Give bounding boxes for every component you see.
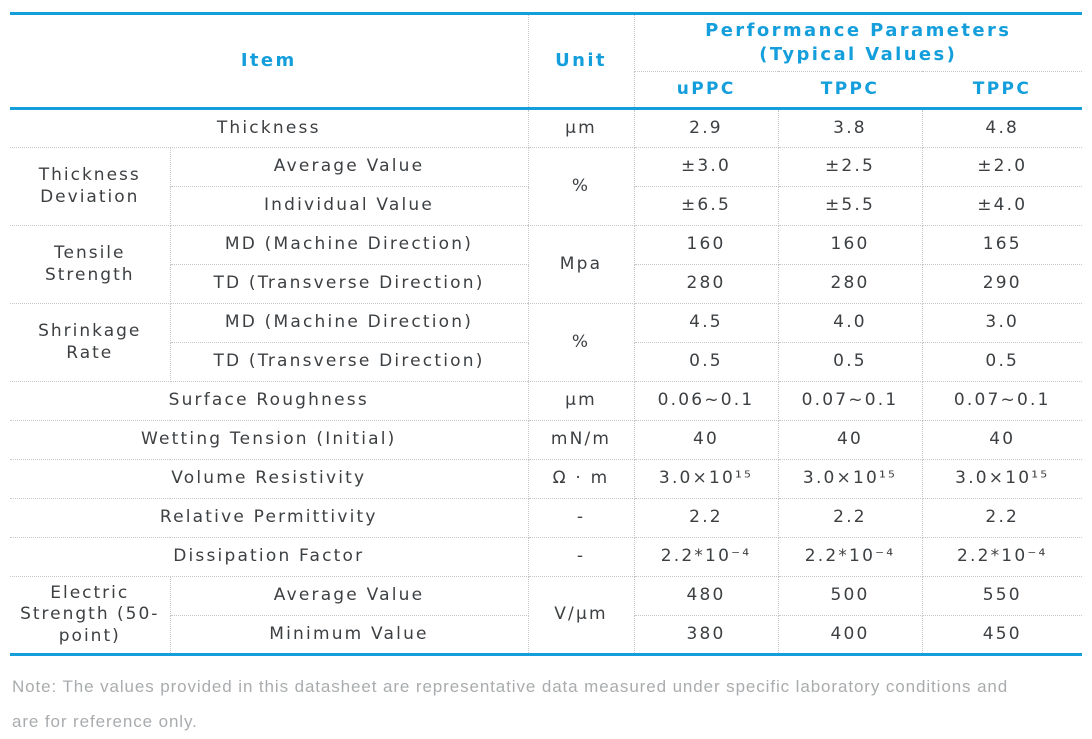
value-cell: 2.2 xyxy=(778,498,923,538)
value-cell: 40 xyxy=(922,420,1082,460)
value-cell: 2.9 xyxy=(634,108,779,148)
value-cell: 2.2*10⁻⁴ xyxy=(634,537,779,577)
value-cell: 0.06~0.1 xyxy=(634,381,779,421)
unit-cell: V/μm xyxy=(528,576,635,656)
table-row: TD (Transverse Direction) 0.5 0.5 0.5 xyxy=(10,342,1082,382)
table-row: Relative Permittivity - 2.2 2.2 2.2 xyxy=(10,498,1082,538)
value-cell: 3.8 xyxy=(778,108,923,148)
unit-cell: % xyxy=(528,303,635,382)
value-cell: 2.2 xyxy=(922,498,1082,538)
value-cell: 0.5 xyxy=(778,342,923,382)
value-cell: ±5.5 xyxy=(778,186,923,226)
value-cell: 160 xyxy=(778,225,923,265)
value-cell: 380 xyxy=(634,615,779,656)
value-cell: 160 xyxy=(634,225,779,265)
unit-cell: μm xyxy=(528,381,635,421)
header-unit: Unit xyxy=(528,13,635,110)
value-cell: 550 xyxy=(922,576,1082,616)
item-group-cell: Shrinkage Rate xyxy=(10,303,171,382)
value-cell: 280 xyxy=(778,264,923,304)
unit-cell: Mpa xyxy=(528,225,635,304)
item-sub-cell: MD (Machine Direction) xyxy=(170,225,529,265)
item-cell: Thickness xyxy=(10,108,529,148)
value-cell: 4.8 xyxy=(922,108,1082,148)
value-cell: 290 xyxy=(922,264,1082,304)
table-row: Minimum Value 380 400 450 xyxy=(10,615,1082,656)
unit-cell: μm xyxy=(528,108,635,148)
value-cell: 0.07~0.1 xyxy=(922,381,1082,421)
item-group-cell: Electric Strength (50-point) xyxy=(10,576,171,656)
unit-cell: - xyxy=(528,498,635,538)
value-cell: 450 xyxy=(922,615,1082,656)
item-sub-cell: MD (Machine Direction) xyxy=(170,303,529,343)
item-sub-cell: Average Value xyxy=(170,147,529,187)
value-cell: 2.2 xyxy=(634,498,779,538)
performance-parameters-table: Item Unit Performance Parameters (Typica… xyxy=(10,12,1082,656)
table-row: TD (Transverse Direction) 280 280 290 xyxy=(10,264,1082,304)
value-cell: 500 xyxy=(778,576,923,616)
value-cell: 3.0 xyxy=(922,303,1082,343)
value-cell: 3.0×10¹⁵ xyxy=(922,459,1082,499)
value-cell: 3.0×10¹⁵ xyxy=(634,459,779,499)
item-group-cell: Tensile Strength xyxy=(10,225,171,304)
item-cell: Dissipation Factor xyxy=(10,537,529,577)
header-col-uppc: uPPC xyxy=(634,71,778,110)
item-group-cell: Thickness Deviation xyxy=(10,147,171,226)
value-cell: 0.5 xyxy=(634,342,779,382)
table-body: Thickness μm 2.9 3.8 4.8 Thickness Devia… xyxy=(10,108,1082,656)
unit-cell: mN/m xyxy=(528,420,635,460)
item-sub-cell: TD (Transverse Direction) xyxy=(170,264,529,304)
table-row: Individual Value ±6.5 ±5.5 ±4.0 xyxy=(10,186,1082,226)
unit-cell: % xyxy=(528,147,635,226)
footnote: Note: The values provided in this datash… xyxy=(12,677,1009,731)
item-sub-cell: Individual Value xyxy=(170,186,529,226)
value-cell: 4.5 xyxy=(634,303,779,343)
table-row: Dissipation Factor - 2.2*10⁻⁴ 2.2*10⁻⁴ 2… xyxy=(10,537,1082,577)
table-row: Thickness Deviation Average Value % ±3.0… xyxy=(10,147,1082,226)
value-cell: ±2.0 xyxy=(922,147,1082,187)
value-cell: ±3.0 xyxy=(634,147,779,187)
header-item: Item xyxy=(10,13,529,110)
item-cell: Relative Permittivity xyxy=(10,498,529,538)
value-cell: 400 xyxy=(778,615,923,656)
item-cell: Surface Roughness xyxy=(10,381,529,421)
table-row: Thickness μm 2.9 3.8 4.8 xyxy=(10,108,1082,148)
header-performance-parameters: Performance Parameters (Typical Values) xyxy=(634,13,1082,72)
value-cell: 280 xyxy=(634,264,779,304)
value-cell: 2.2*10⁻⁴ xyxy=(922,537,1082,577)
value-cell: 40 xyxy=(778,420,923,460)
table-row: Wetting Tension (Initial) mN/m 40 40 40 xyxy=(10,420,1082,460)
value-cell: ±6.5 xyxy=(634,186,779,226)
table-row: Electric Strength (50-point) Average Val… xyxy=(10,576,1082,656)
value-cell: ±2.5 xyxy=(778,147,923,187)
unit-cell: Ω · m xyxy=(528,459,635,499)
item-cell: Volume Resistivity xyxy=(10,459,529,499)
value-cell: 0.07~0.1 xyxy=(778,381,923,421)
unit-cell: - xyxy=(528,537,635,577)
table-row: Surface Roughness μm 0.06~0.1 0.07~0.1 0… xyxy=(10,381,1082,421)
value-cell: 165 xyxy=(922,225,1082,265)
value-cell: 2.2*10⁻⁴ xyxy=(778,537,923,577)
table-row: Tensile Strength MD (Machine Direction) … xyxy=(10,225,1082,304)
value-cell: 480 xyxy=(634,576,779,616)
header-col-tppc-2: TPPC xyxy=(922,71,1082,110)
item-cell: Wetting Tension (Initial) xyxy=(10,420,529,460)
table-header: Item Unit Performance Parameters (Typica… xyxy=(10,13,1082,110)
item-sub-cell: TD (Transverse Direction) xyxy=(170,342,529,382)
value-cell: 4.0 xyxy=(778,303,923,343)
item-sub-cell: Average Value xyxy=(170,576,529,616)
value-cell: 0.5 xyxy=(922,342,1082,382)
header-col-tppc-1: TPPC xyxy=(778,71,922,110)
table-row: Shrinkage Rate MD (Machine Direction) % … xyxy=(10,303,1082,382)
table-row: Volume Resistivity Ω · m 3.0×10¹⁵ 3.0×10… xyxy=(10,459,1082,499)
value-cell: 3.0×10¹⁵ xyxy=(778,459,923,499)
item-sub-cell: Minimum Value xyxy=(170,615,529,656)
value-cell: 40 xyxy=(634,420,779,460)
value-cell: ±4.0 xyxy=(922,186,1082,226)
